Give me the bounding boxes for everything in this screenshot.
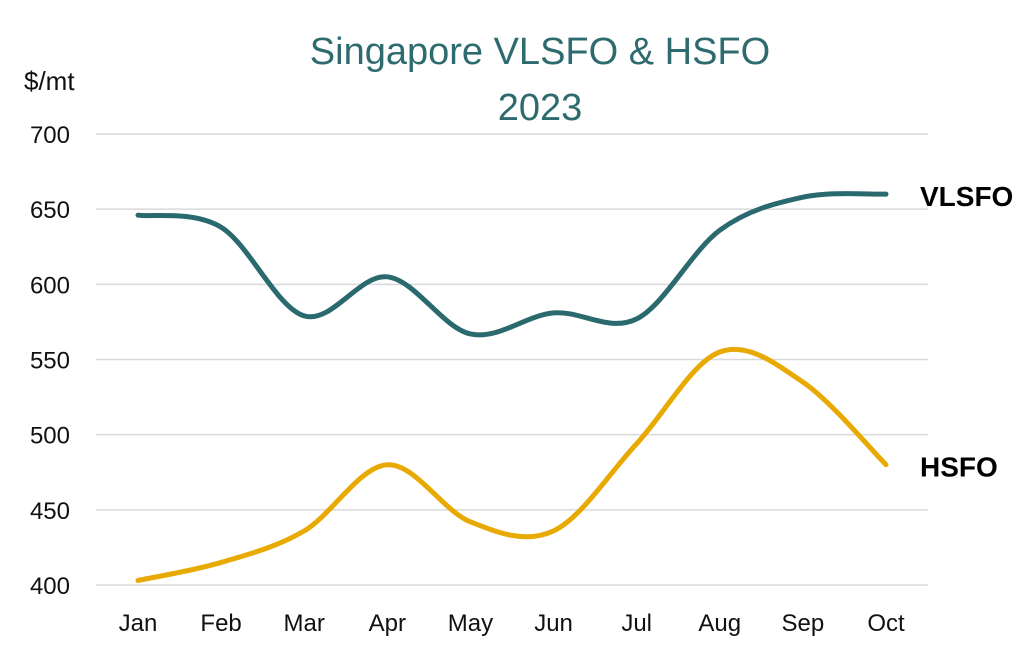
x-tick-labels: Jan Feb Mar Apr May Jun Jul Aug Sep Oct [119, 610, 905, 637]
x-tick-label: Sep [782, 610, 825, 637]
x-tick-label: Apr [369, 610, 406, 637]
x-tick-label: Aug [698, 610, 741, 637]
y-tick-label: 600 [30, 272, 70, 299]
y-tick-label: 700 [30, 122, 70, 149]
y-tick-label: 400 [30, 573, 70, 600]
x-tick-label: Jul [621, 610, 652, 637]
series-lines [138, 194, 886, 581]
chart-subtitle: 2023 [498, 87, 583, 129]
y-tick-label: 450 [30, 498, 70, 525]
x-tick-label: Jan [119, 610, 158, 637]
x-tick-label: Mar [284, 610, 325, 637]
y-tick-label: 550 [30, 348, 70, 375]
chart-title: Singapore VLSFO & HSFO [310, 31, 770, 73]
y-axis-label: $/mt [24, 66, 75, 96]
x-tick-label: May [448, 610, 493, 637]
y-tick-label: 500 [30, 423, 70, 450]
x-tick-label: Feb [200, 610, 241, 637]
gridlines [96, 134, 928, 585]
y-tick-label: 650 [30, 197, 70, 224]
series-label-vlsfo: VLSFO [920, 181, 1013, 212]
series-label-hsfo: HSFO [920, 452, 998, 483]
y-tick-labels: 400 450 500 550 600 650 700 [30, 122, 70, 600]
series-line-hsfo [138, 349, 886, 580]
x-tick-label: Jun [534, 610, 573, 637]
series-labels: VLSFO HSFO [920, 181, 1013, 483]
x-tick-label: Oct [867, 610, 905, 637]
series-line-vlsfo [138, 194, 886, 335]
